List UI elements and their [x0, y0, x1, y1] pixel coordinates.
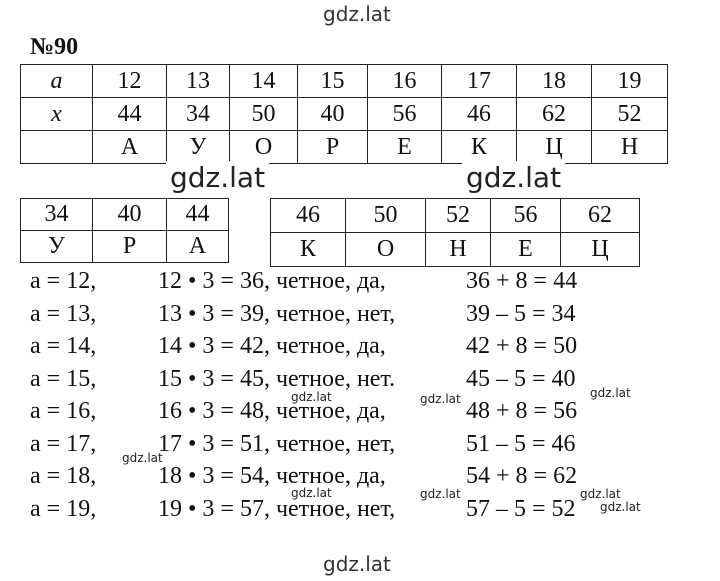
calc-text: 57 – 5 = 52	[466, 495, 576, 522]
table3-cell: О	[345, 232, 426, 267]
table1-cell: 19	[591, 64, 668, 98]
calc-text: 42 + 8 = 50	[466, 333, 578, 359]
table3-cell: Е	[490, 232, 561, 267]
table1-cell: 52	[591, 97, 668, 131]
table1-cell: 14	[229, 64, 298, 98]
calc-text: a = 17,	[30, 430, 97, 457]
table1-cell: 15	[297, 64, 368, 98]
calc-text: a = 19,	[30, 495, 97, 522]
table1-cell: Ц	[516, 130, 592, 164]
table3-cell: 50	[345, 198, 426, 233]
table1-cell: a	[20, 64, 93, 98]
watermark: gdz.lat	[323, 2, 391, 26]
table2-cell: А	[166, 230, 229, 263]
table1-cell: К	[441, 130, 517, 164]
table1-cell: Р	[297, 130, 368, 164]
calc-text: 19 • 3 = 57, четное, нет,	[158, 495, 396, 522]
table3-cell: 56	[490, 198, 561, 233]
table2-cell: У	[20, 230, 93, 263]
table1-cell: 56	[367, 97, 442, 131]
calc-text: 45 – 5 = 40	[466, 365, 576, 392]
calc-text: a = 13,	[30, 300, 97, 327]
table1-cell: О	[229, 130, 298, 164]
table2-cell: 34	[20, 198, 93, 231]
table1-cell: 62	[516, 97, 592, 131]
calc-text: a = 14,	[30, 333, 97, 359]
table1-cell: Н	[591, 130, 668, 164]
calc-text: 51 – 5 = 46	[466, 430, 576, 457]
table1-cell: 40	[297, 97, 368, 131]
table1-cell: 12	[92, 64, 167, 98]
calc-text: 13 • 3 = 39, четное, нет,	[158, 300, 396, 327]
calc-text: 48 + 8 = 56	[466, 398, 578, 424]
table3-cell: 46	[270, 198, 346, 233]
watermark: gdz.lat	[166, 161, 270, 195]
calc-text: 54 + 8 = 62	[466, 463, 578, 489]
calc-text: 18 • 3 = 54, четное, да,	[158, 463, 386, 489]
watermark: gdz.lat	[590, 386, 631, 400]
table2-cell: 40	[92, 198, 167, 231]
table1-cell: 16	[367, 64, 442, 98]
watermark: gdz.lat	[420, 487, 461, 501]
table1-cell: У	[166, 130, 230, 164]
table1-cell: 44	[92, 97, 167, 131]
calc-text: a = 15,	[30, 365, 97, 392]
watermark: gdz.lat	[420, 392, 461, 406]
watermark: gdz.lat	[580, 487, 621, 501]
table1-cell: 17	[441, 64, 517, 98]
calc-text: a = 18,	[30, 463, 97, 489]
calc-text: 15 • 3 = 45, четное, нет.	[158, 365, 396, 392]
calc-text: 14 • 3 = 42, четное, да,	[158, 333, 386, 359]
watermark: gdz.lat	[291, 390, 332, 404]
table1-cell: 46	[441, 97, 517, 131]
table1-cell: 13	[166, 64, 230, 98]
table1-cell: 34	[166, 97, 230, 131]
watermark: gdz.lat	[462, 161, 566, 195]
table1-cell: 18	[516, 64, 592, 98]
calc-text: 36 + 8 = 44	[466, 268, 578, 294]
title: №90	[30, 34, 79, 60]
table3-cell: 62	[560, 198, 640, 233]
table3-cell: Н	[425, 232, 491, 267]
calc-text: a = 12,	[30, 268, 97, 294]
calc-text: 39 – 5 = 34	[466, 300, 576, 327]
table2-cell: Р	[92, 230, 167, 263]
table3-cell: Ц	[560, 232, 640, 267]
watermark: gdz.lat	[122, 451, 163, 465]
calc-text: 17 • 3 = 51, четное, нет,	[158, 430, 396, 457]
table2-cell: 44	[166, 198, 229, 231]
table1-cell: x	[20, 97, 93, 131]
table1-cell: 50	[229, 97, 298, 131]
table3-cell: 52	[425, 198, 491, 233]
watermark: gdz.lat	[323, 552, 391, 576]
watermark: gdz.lat	[600, 500, 641, 514]
watermark: gdz.lat	[291, 486, 332, 500]
calc-text: a = 16,	[30, 398, 97, 424]
calc-text: 12 • 3 = 36, четное, да,	[158, 268, 386, 294]
table1-cell: А	[92, 130, 167, 164]
calc-text: 16 • 3 = 48, четное, да,	[158, 398, 386, 424]
table3-cell: К	[270, 232, 346, 267]
table1-cell	[20, 130, 93, 164]
table1-cell: Е	[367, 130, 442, 164]
